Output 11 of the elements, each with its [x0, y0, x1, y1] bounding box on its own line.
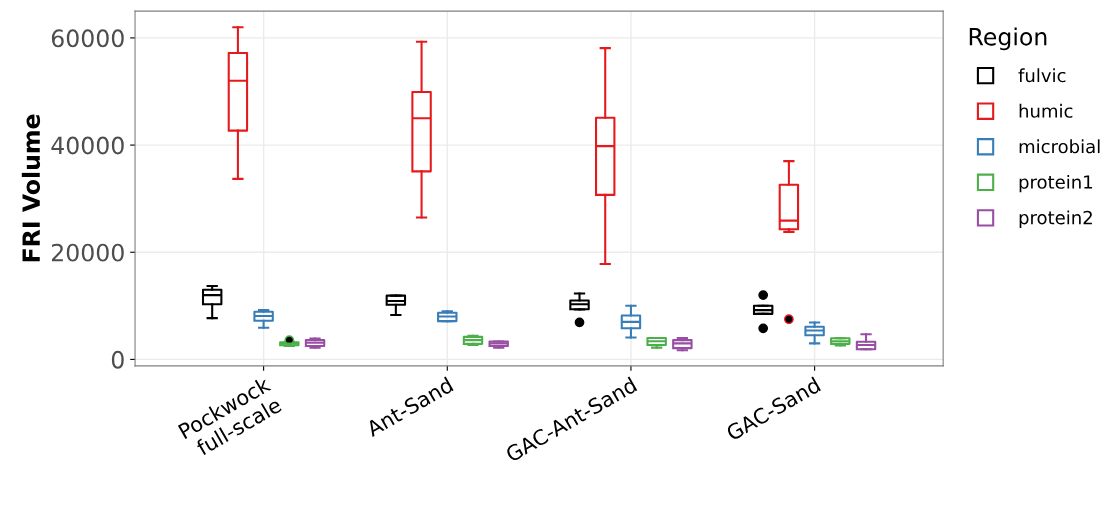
legend-label: fulvic — [1018, 68, 1066, 83]
y-tick-label: 40000 — [51, 136, 124, 155]
y-tick-label: 60000 — [51, 29, 124, 48]
y-axis-title: FRI Volume — [21, 114, 41, 262]
legend-title: Region — [969, 27, 1047, 51]
legend-label: microbial — [1019, 139, 1100, 154]
legend-label: protein1 — [1019, 174, 1093, 193]
y-tick-label: 0 — [111, 350, 124, 369]
legend-label: protein2 — [1019, 210, 1092, 228]
y-tick-label: 20000 — [51, 243, 124, 262]
legend-label: humic — [1019, 103, 1073, 118]
